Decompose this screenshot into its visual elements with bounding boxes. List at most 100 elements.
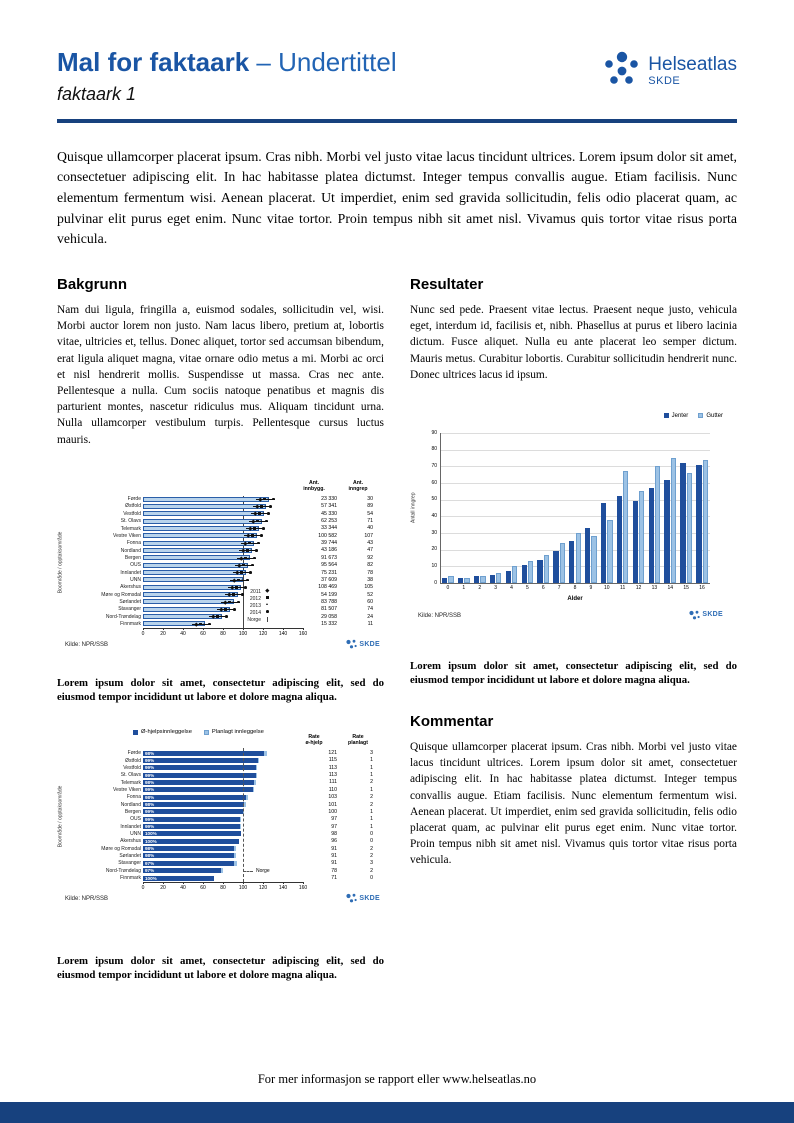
procedures-value: 78 xyxy=(367,569,373,576)
rate-bar xyxy=(143,533,257,539)
bar-planlagt xyxy=(264,750,267,756)
percent-label: 98% xyxy=(145,846,155,852)
year-marker xyxy=(244,571,246,574)
bar-ohjelp xyxy=(143,860,234,866)
bar-ohjelp xyxy=(143,838,239,844)
logo-name: Helseatlas xyxy=(648,54,737,76)
y-tick-label: 70 xyxy=(431,462,437,469)
year-marker xyxy=(258,512,261,515)
x-tick-label: 7 xyxy=(557,585,561,592)
x-tick-label: 0 xyxy=(141,884,145,891)
x-tick xyxy=(203,628,204,631)
x-tick-label: 16 xyxy=(699,585,705,592)
legend-label: Planlagt innleggelse xyxy=(211,728,264,735)
legend-item: Planlagt innleggelse xyxy=(203,728,264,736)
footer-bar xyxy=(0,1102,794,1123)
rate-bar xyxy=(143,584,241,590)
bar-gutter xyxy=(623,471,629,583)
year-marker xyxy=(225,615,228,618)
year-marker xyxy=(262,527,265,530)
region-label: Østfold xyxy=(125,503,141,510)
legend-item: Ø-hjelpsinnleggelse xyxy=(133,729,192,736)
procedures-value: 24 xyxy=(367,613,373,620)
region-label: Telemark xyxy=(120,525,141,532)
bar-ohjelp xyxy=(143,787,253,793)
x-axis-title: Alder xyxy=(567,595,583,602)
bar-gutter xyxy=(639,491,645,583)
population-value: 57 341 xyxy=(321,503,337,510)
x-tick-label: 5 xyxy=(525,585,529,592)
bar-gutter xyxy=(464,577,470,583)
legend-marker xyxy=(266,603,268,606)
percent-label: 99% xyxy=(145,816,155,822)
year-marker xyxy=(239,585,241,588)
year-marker xyxy=(244,585,247,589)
norge-legend-label: Norge xyxy=(256,867,270,874)
region-label: Nordland xyxy=(120,547,141,554)
bar-ohjelp xyxy=(143,868,221,874)
region-label: Stavanger xyxy=(118,860,141,867)
year-marker xyxy=(269,505,272,508)
rate-ohjelp-value: 121 xyxy=(328,750,337,757)
y-axis xyxy=(440,432,441,583)
x-tick xyxy=(283,882,284,885)
year-marker xyxy=(256,519,259,523)
bar-gutter xyxy=(543,554,550,583)
percent-label: 98% xyxy=(145,853,155,859)
y-tick-label: 90 xyxy=(431,429,437,436)
year-marker xyxy=(263,497,266,501)
procedures-value: 11 xyxy=(367,620,373,627)
heading-kommentar: Kommentar xyxy=(410,713,494,731)
y-tick-label: 40 xyxy=(431,512,437,519)
rate-ohjelp-value: 71 xyxy=(331,875,337,882)
region-label: Sørlandet xyxy=(119,599,141,606)
region-label: Bergen xyxy=(124,554,141,561)
year-marker xyxy=(242,563,245,567)
y-tick-label: 20 xyxy=(431,546,437,553)
population-value: 75 231 xyxy=(321,569,337,576)
percent-label: 98% xyxy=(145,750,155,756)
rate-bar xyxy=(143,525,259,531)
y-tick-label: 0 xyxy=(434,579,437,586)
year-marker xyxy=(236,593,238,596)
gridline xyxy=(440,549,710,551)
year-marker xyxy=(228,600,231,604)
procedures-value: 82 xyxy=(367,562,373,569)
year-marker xyxy=(244,556,247,560)
bar-planlagt xyxy=(221,868,223,874)
population-value: 83 788 xyxy=(321,598,337,605)
x-tick xyxy=(283,628,284,631)
col-header-planlagt-line: planlagt xyxy=(348,740,368,747)
gridline xyxy=(440,449,710,451)
x-tick-label: 1 xyxy=(462,585,466,592)
bar-jenter xyxy=(458,577,464,583)
procedures-value: 52 xyxy=(367,591,373,598)
region-label: Innlandet xyxy=(120,569,141,576)
x-tick-label: 120 xyxy=(258,884,268,891)
legend-label: Gutter xyxy=(706,412,723,419)
y-tick-label: 30 xyxy=(431,529,437,536)
title-suffix: – Undertittel xyxy=(256,47,397,77)
bar-ohjelp xyxy=(143,779,254,785)
skde-mini-logo: SKDE xyxy=(345,892,380,904)
region-label: St. Olavs xyxy=(120,518,141,525)
population-value: 33 344 xyxy=(321,525,337,532)
x-tick-label: 9 xyxy=(589,585,593,592)
region-label: Telemark xyxy=(120,779,141,786)
population-value: 45 330 xyxy=(321,510,337,517)
x-tick xyxy=(243,882,244,885)
legend-swatch xyxy=(133,730,138,736)
y-tick-label: 80 xyxy=(431,446,437,453)
legend-item: Gutter xyxy=(698,413,723,419)
x-tick-label: 3 xyxy=(494,585,497,592)
population-value: 108 469 xyxy=(318,584,337,591)
rate-ohjelp-value: 110 xyxy=(328,786,337,793)
bar-gutter xyxy=(686,472,692,583)
title-main: Mal for faktaark xyxy=(57,47,250,77)
legend-year-label: Norge xyxy=(247,616,261,623)
region-label: Vestre Viken xyxy=(113,532,141,539)
x-tick xyxy=(243,628,244,631)
year-marker xyxy=(228,607,230,610)
procedures-value: 54 xyxy=(367,510,373,517)
skde-dots-icon xyxy=(346,893,358,903)
